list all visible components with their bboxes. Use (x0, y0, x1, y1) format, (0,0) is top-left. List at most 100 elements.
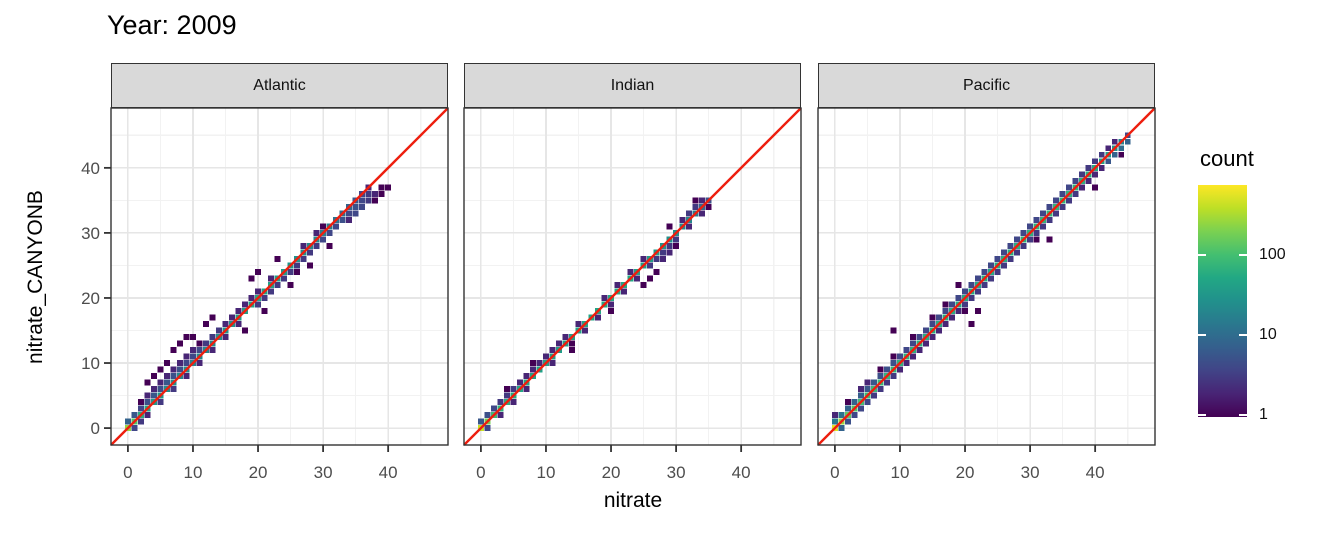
bin (595, 314, 601, 321)
bin (183, 360, 190, 366)
bin (339, 216, 346, 223)
x-tick-label: 10 (184, 463, 203, 482)
bin (582, 327, 588, 334)
bin (666, 223, 673, 230)
panel-border (817, 107, 1156, 446)
bin (686, 210, 693, 217)
y-tick-label: 0 (91, 419, 100, 438)
bin (177, 360, 183, 366)
bin (923, 327, 929, 334)
bin (634, 275, 640, 282)
bin (1007, 243, 1014, 249)
bin (699, 210, 706, 217)
bin (692, 203, 699, 210)
bin (320, 223, 326, 230)
bin (627, 269, 634, 275)
bin (1079, 171, 1086, 178)
bin (346, 210, 353, 217)
x-tick-label: 20 (249, 463, 268, 482)
bin (897, 366, 903, 373)
bin (903, 360, 910, 366)
bin (1066, 184, 1073, 191)
bin (877, 373, 884, 379)
bin (549, 347, 556, 353)
bin (1033, 236, 1040, 243)
bin (1098, 151, 1105, 158)
bin (699, 197, 706, 204)
bin (177, 366, 183, 373)
bin (333, 223, 340, 230)
bin (1059, 190, 1066, 197)
panel-border (110, 107, 449, 446)
bin (510, 399, 517, 405)
bin (1066, 197, 1073, 204)
bin (261, 295, 268, 301)
bin (183, 334, 190, 340)
x-tick-label: 0 (476, 463, 485, 482)
bin (242, 327, 248, 334)
legend-tick-label: 10 (1259, 326, 1277, 343)
bin (1046, 216, 1053, 223)
legend-tick-label: 100 (1259, 246, 1286, 263)
y-tick-label: 30 (81, 224, 100, 243)
bin (274, 256, 281, 262)
bin (1053, 210, 1060, 217)
bin (255, 301, 261, 308)
bin (196, 340, 203, 347)
bin (890, 353, 897, 360)
facet-strip-atlantic: Atlantic (111, 63, 448, 108)
bin (1040, 223, 1047, 230)
bin (705, 203, 712, 210)
bin (1072, 190, 1079, 197)
bin (190, 334, 196, 340)
bin (235, 308, 242, 314)
bin (975, 288, 981, 295)
bin (326, 230, 333, 236)
bin (1027, 223, 1033, 230)
bin (1092, 184, 1099, 191)
bin (686, 223, 693, 230)
bin (981, 282, 988, 288)
bin (164, 360, 170, 366)
x-tick-label: 10 (891, 463, 910, 482)
bin (549, 360, 556, 366)
panel-border (463, 107, 802, 446)
bin (955, 295, 962, 301)
x-tick-label: 0 (830, 463, 839, 482)
bin (504, 392, 510, 399)
bin (1072, 177, 1079, 184)
bin (845, 405, 851, 412)
bin (955, 308, 962, 314)
bin (484, 425, 491, 431)
bin (1020, 243, 1027, 249)
bin (968, 295, 975, 301)
bin (1098, 164, 1105, 171)
bin (942, 308, 949, 314)
bin (994, 269, 1001, 275)
bin (1001, 262, 1007, 269)
bin (255, 288, 261, 295)
x-tick-label: 30 (667, 463, 686, 482)
bin (131, 412, 138, 418)
bin (614, 282, 621, 288)
legend-title: count (1200, 146, 1254, 171)
bin (673, 243, 679, 249)
bin (1001, 249, 1007, 256)
bin (890, 327, 897, 334)
bin (897, 353, 903, 360)
bin (1118, 151, 1125, 158)
bin (1020, 230, 1027, 236)
bin (170, 366, 177, 373)
bin (281, 275, 287, 282)
bin (378, 190, 385, 197)
bin (929, 334, 936, 340)
bin (884, 366, 890, 373)
bin (910, 340, 916, 347)
bin (858, 386, 864, 392)
bin (274, 282, 281, 288)
bin (320, 236, 326, 243)
bin (523, 386, 530, 392)
bin (1027, 236, 1033, 243)
bin (170, 386, 177, 392)
bin (294, 262, 300, 269)
